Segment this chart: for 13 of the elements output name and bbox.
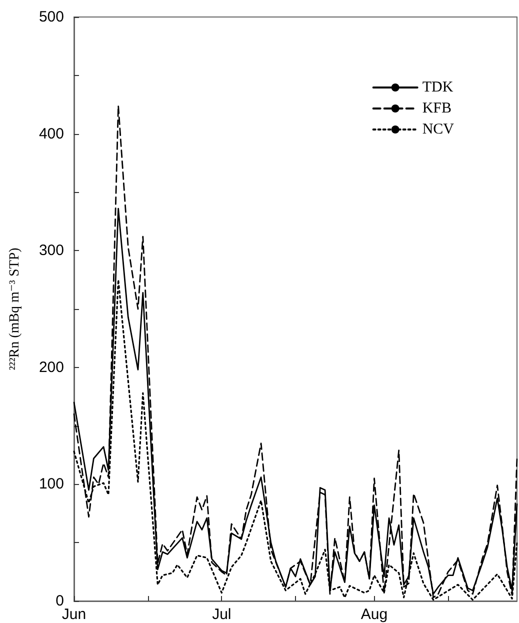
legend-label: KFB [422, 100, 452, 116]
legend-label: NCV [422, 122, 454, 138]
x-tick-label: Aug [360, 606, 388, 623]
y-tick-label: 0 [56, 592, 64, 610]
y-tick-label: 400 [38, 125, 64, 142]
x-tick-label: Jun [62, 606, 86, 623]
x-tick-label: Jul [212, 606, 232, 623]
y-axis-title: ²²²Rn (mBq m⁻³ STP) [8, 247, 22, 370]
y-tick-label: 200 [38, 358, 64, 376]
y-tick-label: 100 [38, 476, 64, 493]
y-tick-label: 500 [38, 8, 64, 26]
y-tick-label: 300 [38, 242, 64, 260]
legend-label: TDK [422, 80, 454, 96]
